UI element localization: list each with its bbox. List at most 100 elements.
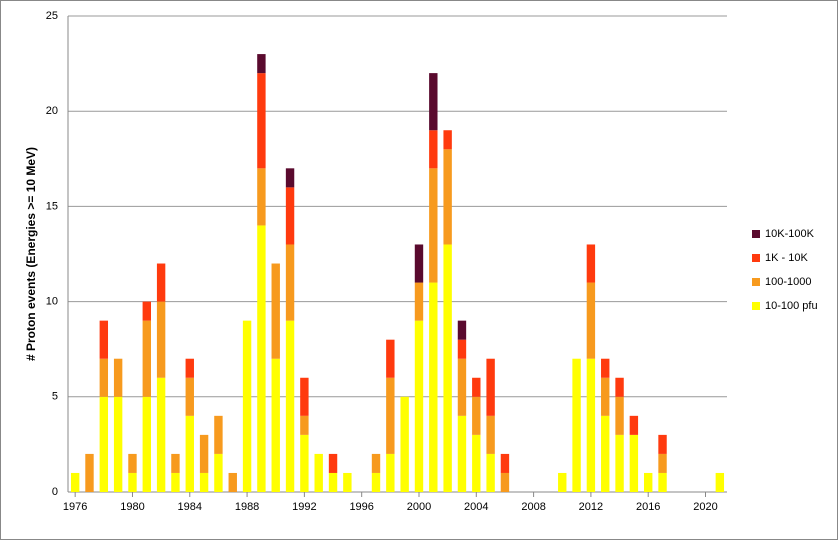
y-tick-label: 5 — [52, 391, 58, 403]
bar-segment — [271, 358, 280, 492]
bar-segment — [586, 244, 596, 283]
bar-segment — [156, 377, 166, 492]
bar-segment — [629, 434, 639, 492]
bar-segment — [615, 377, 624, 397]
bar-segment — [414, 320, 424, 492]
x-tick-label: 1984 — [178, 501, 202, 513]
bar-segment — [371, 472, 381, 492]
y-axis-label: # Proton events (Energies >= 10 MeV) — [24, 147, 38, 361]
bar-segment — [443, 130, 452, 150]
bar-segment — [601, 377, 610, 416]
bar-segment — [285, 168, 295, 188]
bar-segment — [601, 358, 610, 378]
y-tick-label: 20 — [46, 105, 58, 117]
bar-segment — [156, 263, 166, 302]
bar-segment — [285, 187, 295, 245]
bar-segment — [486, 415, 495, 454]
bar-segment — [242, 320, 252, 492]
bar-segment — [199, 472, 209, 492]
legend-swatch — [752, 254, 760, 262]
bar-segment — [328, 472, 338, 492]
legend-label: 10-100 pfu — [765, 300, 818, 312]
bar-segment — [500, 472, 510, 492]
bar-segment — [615, 396, 624, 435]
bar-segment — [371, 453, 381, 473]
bar-segment — [658, 472, 667, 492]
bar-segment — [271, 263, 280, 359]
bar-segment — [199, 434, 209, 473]
bar-segment — [85, 453, 94, 492]
legend-label: 10K-100K — [765, 228, 815, 240]
bar-segment — [414, 282, 424, 321]
x-tick-label: 2016 — [636, 501, 660, 513]
bar-segment — [142, 301, 151, 321]
bar-segment — [185, 377, 194, 416]
bar-segment — [185, 358, 194, 378]
x-tick-label: 2012 — [579, 501, 603, 513]
bar-segment — [486, 453, 495, 492]
bar-segment — [343, 472, 352, 492]
x-tick-label: 2000 — [407, 501, 431, 513]
bar-segment — [457, 339, 467, 359]
bar-segment — [257, 54, 266, 74]
bar-segment — [285, 244, 295, 321]
bar-segment — [414, 244, 424, 283]
bar-segment — [128, 472, 137, 492]
bar-segment — [99, 358, 109, 397]
bar-segment — [472, 434, 481, 492]
bar-segment — [558, 472, 567, 492]
bar-segment — [228, 472, 237, 492]
bar-segment — [715, 472, 725, 492]
bar-segment — [472, 396, 481, 435]
bar-segment — [386, 339, 395, 378]
legend-swatch — [752, 278, 760, 286]
bar-segment — [457, 415, 467, 492]
bar-segment — [443, 149, 452, 245]
bar-segment — [658, 434, 667, 454]
bar-segment — [629, 415, 639, 435]
bar-segment — [113, 396, 123, 492]
bar-segment — [486, 358, 495, 416]
bar-segment — [185, 415, 194, 492]
legend-swatch — [752, 302, 760, 310]
bar-segment — [601, 415, 610, 492]
x-tick-label: 1988 — [235, 501, 259, 513]
bar-segment — [70, 472, 80, 492]
bar-segment — [171, 472, 180, 492]
x-tick-label: 1980 — [120, 501, 144, 513]
bar-segment — [386, 377, 395, 454]
bar-segment — [300, 415, 309, 435]
x-tick-label: 2004 — [464, 501, 488, 513]
x-tick-label: 1992 — [292, 501, 316, 513]
bar-segment — [99, 320, 109, 359]
bar-segment — [472, 377, 481, 397]
legend-label: 1K - 10K — [765, 252, 808, 264]
bar-segment — [171, 453, 180, 473]
bar-segment — [214, 453, 223, 492]
bar-segment — [113, 358, 123, 397]
bar-segment — [314, 453, 323, 492]
bar-segment — [457, 358, 467, 416]
x-tick-label: 2020 — [693, 501, 717, 513]
bar-segment — [386, 453, 395, 492]
bar-segment — [457, 320, 467, 340]
bar-segment — [644, 472, 653, 492]
y-tick-label: 0 — [52, 486, 58, 498]
bar-segment — [443, 244, 452, 492]
bar-segment — [328, 453, 338, 473]
bar-segment — [429, 130, 438, 169]
bar-segment — [99, 396, 109, 492]
bar-segment — [500, 453, 510, 473]
bar-segment — [142, 396, 151, 492]
x-tick-label: 2008 — [521, 501, 545, 513]
y-tick-label: 25 — [46, 10, 58, 22]
bar-segment — [429, 73, 438, 131]
bar-segment — [658, 453, 667, 473]
bar-segment — [257, 168, 266, 226]
bar-segment — [300, 434, 309, 492]
legend-swatch — [752, 230, 760, 238]
bar-segment — [128, 453, 137, 473]
bar-segment — [429, 282, 438, 492]
